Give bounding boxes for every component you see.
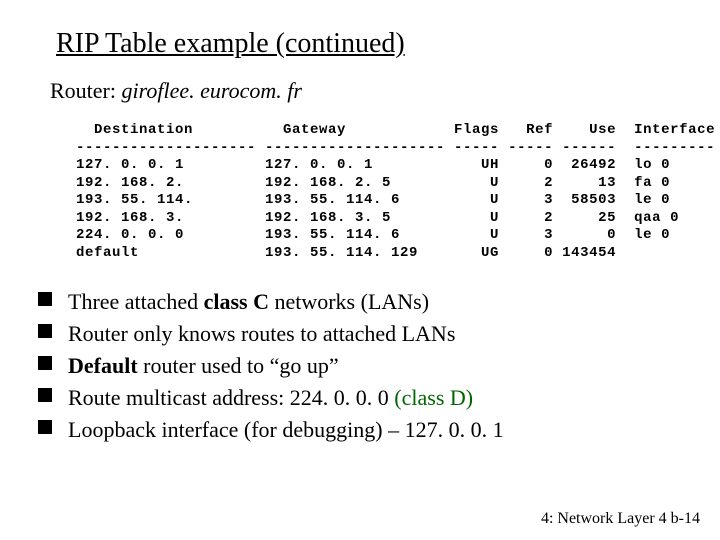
bullet-item: Route multicast address: 224. 0. 0. 0 (c… [38,382,680,414]
routing-table-text: Destination Gateway Flags Ref Use Interf… [76,122,680,262]
page-title: RIP Table example (continued) [56,28,680,60]
slide-root: RIP Table example (continued) Router: gi… [0,0,720,540]
bullet-text: Route multicast address: 224. 0. 0. 0 [68,385,394,410]
bullet-list: Three attached class C networks (LANs) Ro… [38,286,680,445]
bullet-marker-icon [38,324,52,338]
bullet-text: (class D) [394,385,473,410]
bullet-text: Loopback interface (for debugging) – 127… [68,417,504,442]
bullet-marker-icon [38,388,52,402]
bullet-text: Router only knows routes to attached LAN… [68,321,455,346]
bullet-text: Default [68,353,138,378]
bullet-marker-icon [38,420,52,434]
bullet-item: Default router used to “go up” [38,350,680,382]
bullet-text: class C [204,289,269,314]
bullet-text: Three attached [68,289,204,314]
router-line: Router: giroflee. eurocom. fr [50,78,680,104]
routing-table: Destination Gateway Flags Ref Use Interf… [76,122,680,262]
bullet-item: Loopback interface (for debugging) – 127… [38,414,680,446]
router-hostname: giroflee. eurocom. fr [122,78,302,103]
bullet-marker-icon [38,292,52,306]
router-label: Router: [50,78,122,103]
bullet-item: Three attached class C networks (LANs) [38,286,680,318]
slide-footer: 4: Network Layer 4 b-14 [541,510,700,528]
bullet-marker-icon [38,356,52,370]
bullet-item: Router only knows routes to attached LAN… [38,318,680,350]
bullet-text: router used to “go up” [138,353,339,378]
bullet-text: networks (LANs) [269,289,429,314]
